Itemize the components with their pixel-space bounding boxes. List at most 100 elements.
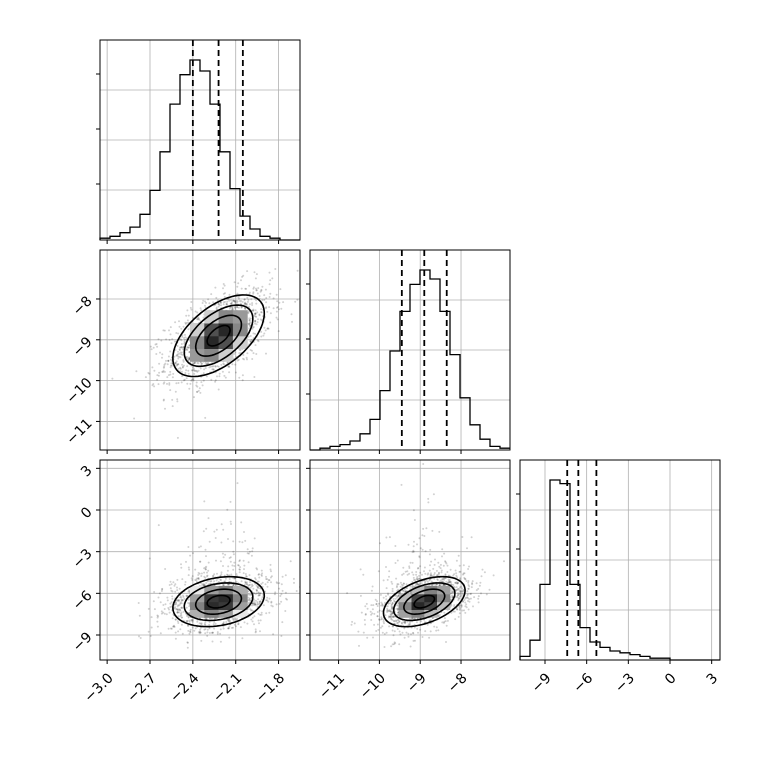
scatter-point <box>381 625 384 628</box>
scatter-point <box>229 520 232 523</box>
scatter-point <box>426 573 429 576</box>
scatter-point <box>295 590 298 592</box>
scatter-point <box>275 316 278 319</box>
scatter-point <box>197 631 200 634</box>
scatter-point <box>182 325 185 328</box>
scatter-point <box>399 581 402 584</box>
scatter-point <box>243 568 245 571</box>
density-cell <box>232 609 248 618</box>
scatter-point <box>111 377 114 380</box>
scatter-point <box>262 604 265 607</box>
scatter-point <box>429 573 432 576</box>
scatter-point <box>155 343 158 345</box>
scatter-point <box>206 634 209 637</box>
scatter-point <box>191 618 194 621</box>
scatter-point <box>171 590 174 593</box>
scatter-point <box>157 596 160 599</box>
scatter-point <box>187 615 190 618</box>
scatter-point <box>161 356 163 359</box>
scatter-point <box>182 360 185 363</box>
scatter-point <box>224 577 227 580</box>
scatter-point <box>445 562 448 565</box>
scatter-point <box>421 534 424 537</box>
scatter-point <box>175 601 177 604</box>
scatter-point <box>235 301 238 304</box>
scatter-point <box>233 561 236 564</box>
scatter-point <box>160 339 163 342</box>
scatter-point <box>208 302 211 305</box>
scatter-point <box>206 575 208 578</box>
scatter-points <box>346 463 505 648</box>
scatter-point <box>265 578 268 580</box>
scatter-point <box>444 577 447 580</box>
scatter-point <box>441 578 444 581</box>
scatter-point <box>471 580 474 583</box>
scatter-point <box>249 609 252 612</box>
scatter-point <box>180 563 182 566</box>
scatter-point <box>427 497 430 500</box>
scatter-point <box>265 297 268 299</box>
scatter-point <box>391 625 394 628</box>
scatter-point <box>188 589 190 592</box>
scatter-point <box>254 604 257 607</box>
scatter-point <box>221 552 224 555</box>
scatter-point <box>179 612 182 615</box>
scatter-point <box>171 595 174 598</box>
scatter-point <box>235 584 238 587</box>
scatter-point <box>398 620 401 623</box>
scatter-point <box>238 571 241 574</box>
scatter-point <box>266 327 269 330</box>
scatter-point <box>214 622 217 625</box>
scatter-point <box>231 617 234 620</box>
scatter-point <box>453 573 456 576</box>
scatter-point <box>254 277 257 280</box>
scatter-point <box>206 628 209 631</box>
scatter-point <box>389 615 392 618</box>
scatter-point <box>210 580 213 583</box>
scatter-point <box>417 567 420 569</box>
scatter-point <box>452 574 455 577</box>
scatter-point <box>178 611 181 614</box>
scatter-point <box>453 610 456 613</box>
scatter-point <box>197 362 200 365</box>
density-cell <box>411 601 425 610</box>
scatter-point <box>209 580 212 583</box>
scatter-point <box>217 303 220 305</box>
scatter-point <box>267 600 270 603</box>
scatter-point <box>372 636 374 639</box>
scatter-point <box>261 572 264 575</box>
scatter-point <box>248 284 251 287</box>
scatter-point <box>188 611 191 614</box>
scatter-point <box>388 625 391 628</box>
scatter-point <box>240 306 243 309</box>
scatter-point <box>199 626 202 629</box>
scatter-point <box>467 587 470 590</box>
scatter-point <box>471 583 474 586</box>
density-cell <box>232 586 248 595</box>
scatter-point <box>177 363 180 366</box>
scatter-point <box>398 630 401 633</box>
scatter-point <box>220 579 222 581</box>
scatter-point <box>181 365 184 368</box>
scatter-point <box>272 307 275 310</box>
scatter-point <box>244 580 247 583</box>
scatter-point <box>253 271 256 274</box>
scatter-point <box>244 582 247 584</box>
scatter-point <box>194 310 197 313</box>
scatter-point <box>200 639 203 642</box>
scatter-point <box>179 601 182 604</box>
scatter-point <box>197 577 200 580</box>
scatter-point <box>391 606 394 609</box>
scatter-point <box>247 596 250 599</box>
scatter-point <box>234 363 237 366</box>
scatter-point <box>199 545 202 548</box>
scatter-point <box>226 300 229 303</box>
scatter-point <box>389 602 391 605</box>
scatter-point <box>394 562 397 564</box>
scatter-point <box>458 597 461 600</box>
scatter-point <box>247 322 250 325</box>
scatter-point <box>189 306 192 309</box>
scatter-point <box>390 604 393 606</box>
scatter-point <box>457 615 460 618</box>
scatter-point <box>370 613 373 616</box>
